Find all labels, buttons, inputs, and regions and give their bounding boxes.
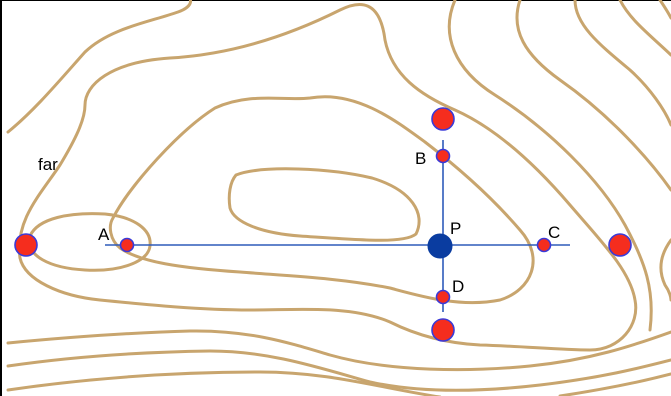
center-point-p (427, 233, 453, 259)
contour-bottom-1 (6, 329, 671, 372)
far-point-left (14, 233, 38, 257)
point-labels: far A B C D P (38, 149, 560, 296)
contour-loop-a (27, 212, 152, 272)
far-point-bottom (431, 318, 455, 342)
contour-right-1 (447, 0, 653, 332)
point-b (435, 148, 451, 164)
label-c: C (548, 223, 560, 242)
contour-right-2 (515, 0, 671, 192)
label-p: P (450, 219, 461, 238)
contour-ring-center (108, 95, 535, 305)
point-d (435, 289, 451, 305)
contour-bottom-3 (6, 370, 442, 396)
far-point-right (608, 233, 632, 257)
contour-top-left (6, 0, 192, 134)
contour-lines (6, 0, 671, 396)
contour-right-3 (573, 0, 671, 127)
contour-bottom-2 (6, 349, 671, 392)
label-b: B (415, 149, 426, 168)
cross-axes (105, 140, 570, 312)
contour-inner-loop (227, 167, 421, 242)
contour-right-4 (618, 0, 671, 57)
contour-right-6 (659, 238, 671, 302)
label-far: far (38, 155, 58, 174)
far-point-top (431, 107, 455, 131)
label-d: D (452, 277, 464, 296)
point-c (536, 237, 552, 253)
contour-right-5 (658, 0, 671, 20)
contour-ring-outer (17, 3, 638, 352)
point-a (119, 237, 135, 253)
sample-points (14, 107, 632, 342)
contour-bottom-4 (558, 372, 671, 396)
label-a: A (98, 225, 110, 244)
